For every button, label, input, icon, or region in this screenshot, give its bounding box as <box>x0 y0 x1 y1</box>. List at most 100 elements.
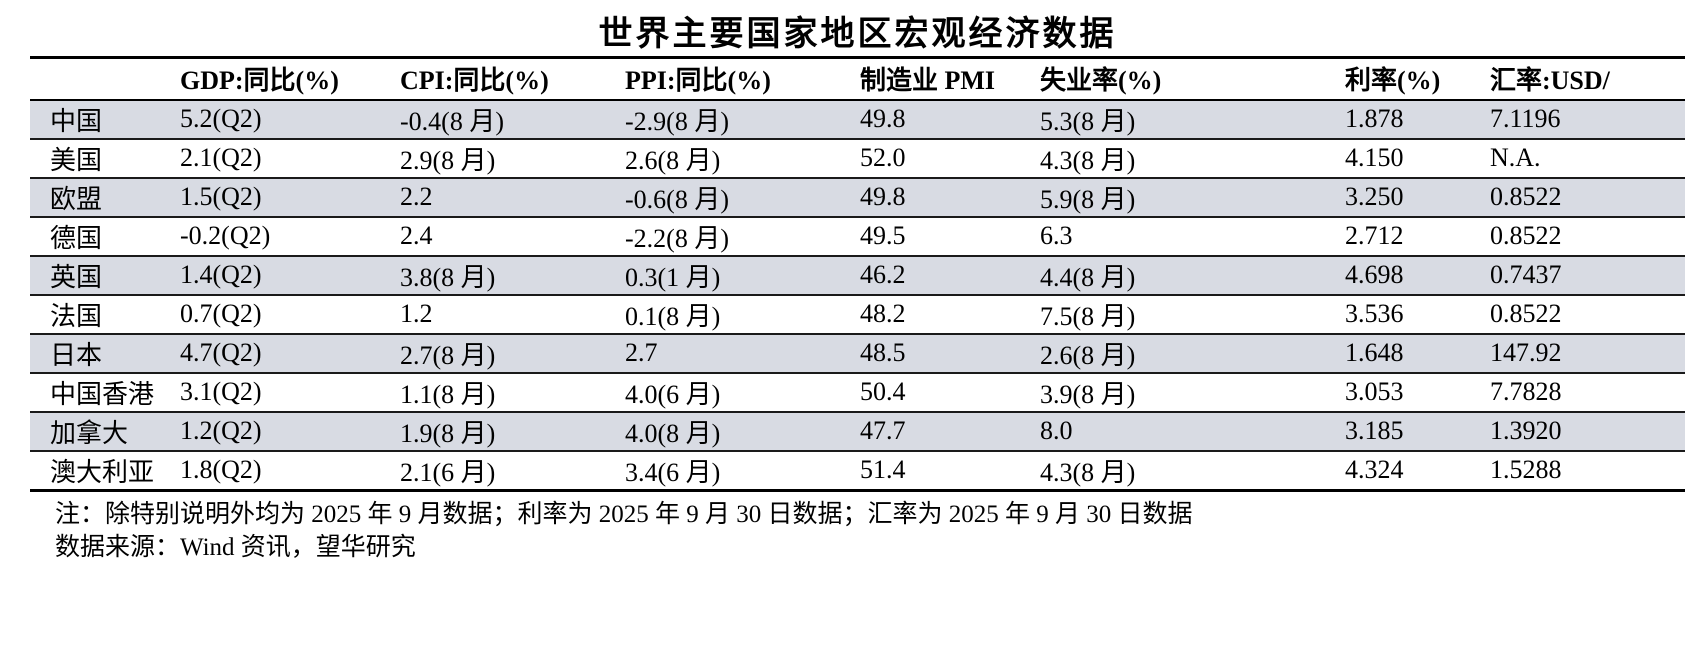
cell-ppi: 2.6(8 月) <box>625 145 721 175</box>
table-row: 法国 0.7(Q2) 1.2 0.1(8 月) 48.2 7.5(8 月) 3.536 0.8… <box>30 295 1685 334</box>
header-cell-cpi: CPI:同比(%) <box>400 66 549 96</box>
cell-region: 中国 <box>50 106 103 136</box>
cell-unemployment: 4.3(8 月) <box>1040 145 1136 175</box>
cell-ppi: 4.0(8 月) <box>625 418 721 448</box>
cell-gdp: 1.8(Q2) <box>180 455 262 484</box>
cell-unemployment: 3.9(8 月) <box>1040 379 1136 409</box>
header-cell-ppi: PPI:同比(%) <box>625 66 771 96</box>
cell-pmi: 48.2 <box>860 299 906 328</box>
header-cell-gdp: GDP:同比(%) <box>180 66 339 96</box>
cell-fx: 0.8522 <box>1490 182 1562 211</box>
cell-region: 欧盟 <box>50 184 103 214</box>
cell-region: 法国 <box>50 301 103 331</box>
cell-gdp: 1.4(Q2) <box>180 260 262 289</box>
cell-pmi: 49.8 <box>860 182 906 211</box>
header-cell-pmi: 制造业 PMI <box>860 66 996 96</box>
cell-gdp: 5.2(Q2) <box>180 104 262 133</box>
cell-cpi: 2.7(8 月) <box>400 340 496 370</box>
cell-pmi: 51.4 <box>860 455 906 484</box>
cell-rate: 2.712 <box>1345 221 1404 250</box>
cell-unemployment: 5.9(8 月) <box>1040 184 1136 214</box>
cell-pmi: 48.5 <box>860 338 906 367</box>
cell-cpi: -0.4(8 月) <box>400 106 504 136</box>
table-row: 日本 4.7(Q2) 2.7(8 月) 2.7 48.5 2.6(8 月) 1.648 147… <box>30 333 1685 373</box>
cell-rate: 4.698 <box>1345 260 1404 289</box>
table-row: 中国香港 3.1(Q2) 1.1(8 月) 4.0(6 月) 50.4 3.9(8 月) 3… <box>30 373 1685 412</box>
table-notes: 注：除特别说明外均为 2025 年 9 月数据；利率为 2025 年 9 月 3… <box>30 498 1705 564</box>
cell-rate: 3.250 <box>1345 182 1404 211</box>
cell-rate: 3.053 <box>1345 377 1404 406</box>
table-row: 中国 5.2(Q2) -0.4(8 月) -2.9(8 月) 49.8 5.3(8 月) 1… <box>30 99 1685 139</box>
header-cell-region <box>30 58 180 100</box>
cell-region: 加拿大 <box>50 418 129 448</box>
cell-unemployment: 2.6(8 月) <box>1040 340 1136 370</box>
cell-region: 英国 <box>50 262 103 292</box>
cell-rate: 4.150 <box>1345 143 1404 172</box>
table-body: 中国 5.2(Q2) -0.4(8 月) -2.9(8 月) 49.8 5.3(8 月) 1… <box>30 99 1685 490</box>
cell-ppi: -2.9(8 月) <box>625 106 729 136</box>
cell-region: 中国香港 <box>50 379 155 409</box>
cell-cpi: 1.1(8 月) <box>400 379 496 409</box>
cell-cpi: 1.2 <box>400 299 433 328</box>
header-cell-rate: 利率(%) <box>1345 66 1441 96</box>
table-row: 澳大利亚 1.8(Q2) 2.1(6 月) 3.4(6 月) 51.4 4.3(8 月) 4… <box>30 451 1685 490</box>
cell-ppi: 0.1(8 月) <box>625 301 721 331</box>
cell-ppi: 4.0(6 月) <box>625 379 721 409</box>
cell-ppi: -2.2(8 月) <box>625 223 729 253</box>
cell-gdp: 2.1(Q2) <box>180 143 262 172</box>
cell-cpi: 2.9(8 月) <box>400 145 496 175</box>
page-title: 世界主要国家地区宏观经济数据 <box>598 16 1117 53</box>
cell-ppi: 0.3(1 月) <box>625 262 721 292</box>
cell-gdp: -0.2(Q2) <box>180 221 271 250</box>
cell-pmi: 52.0 <box>860 143 906 172</box>
cell-unemployment: 8.0 <box>1040 416 1073 445</box>
cell-cpi: 2.4 <box>400 221 433 250</box>
cell-gdp: 0.7(Q2) <box>180 299 262 328</box>
table-header-row: GDP:同比(%) CPI:同比(%) PPI:同比(%) 制造业 PMI 失业… <box>30 58 1685 100</box>
cell-fx: 7.1196 <box>1490 104 1561 133</box>
cell-unemployment: 6.3 <box>1040 221 1073 250</box>
cell-cpi: 2.2 <box>400 182 433 211</box>
cell-rate: 3.185 <box>1345 416 1404 445</box>
cell-region: 美国 <box>50 145 103 175</box>
cell-fx: 1.3920 <box>1490 416 1562 445</box>
cell-region: 日本 <box>50 340 103 370</box>
cell-gdp: 3.1(Q2) <box>180 377 262 406</box>
table-row: 欧盟 1.5(Q2) 2.2 -0.6(8 月) 49.8 5.9(8 月) 3.250 0.… <box>30 177 1685 217</box>
cell-fx: 7.7828 <box>1490 377 1562 406</box>
cell-gdp: 4.7(Q2) <box>180 338 262 367</box>
cell-unemployment: 4.4(8 月) <box>1040 262 1136 292</box>
cell-region: 澳大利亚 <box>50 457 155 487</box>
cell-ppi: 2.7 <box>625 338 658 367</box>
table-row: 德国 -0.2(Q2) 2.4 -2.2(8 月) 49.5 6.3 2.712 0.8522 <box>30 217 1685 256</box>
cell-fx: 0.7437 <box>1490 260 1562 289</box>
cell-region: 德国 <box>50 223 103 253</box>
cell-fx: 0.8522 <box>1490 221 1562 250</box>
cell-rate: 4.324 <box>1345 455 1404 484</box>
cell-pmi: 47.7 <box>860 416 906 445</box>
cell-pmi: 50.4 <box>860 377 906 406</box>
cell-fx: N.A. <box>1490 143 1541 172</box>
cell-gdp: 1.2(Q2) <box>180 416 262 445</box>
cell-fx: 1.5288 <box>1490 455 1562 484</box>
header-cell-unemployment: 失业率(%) <box>1040 66 1162 96</box>
cell-unemployment: 4.3(8 月) <box>1040 457 1136 487</box>
cell-rate: 1.648 <box>1345 338 1404 367</box>
cell-rate: 3.536 <box>1345 299 1404 328</box>
cell-cpi: 3.8(8 月) <box>400 262 496 292</box>
table-row: 美国 2.1(Q2) 2.9(8 月) 2.6(8 月) 52.0 4.3(8 月) 4.1… <box>30 139 1685 178</box>
cell-cpi: 2.1(6 月) <box>400 457 496 487</box>
table-row: 英国 1.4(Q2) 3.8(8 月) 0.3(1 月) 46.2 4.4(8 月) 4.6… <box>30 255 1685 295</box>
cell-gdp: 1.5(Q2) <box>180 182 262 211</box>
table-row: 加拿大 1.2(Q2) 1.9(8 月) 4.0(8 月) 47.7 8.0 3.185 1.… <box>30 411 1685 451</box>
cell-pmi: 46.2 <box>860 260 906 289</box>
cell-pmi: 49.8 <box>860 104 906 133</box>
cell-cpi: 1.9(8 月) <box>400 418 496 448</box>
note-line-1: 注：除特别说明外均为 2025 年 9 月数据；利率为 2025 年 9 月 3… <box>55 500 1193 528</box>
macro-table: GDP:同比(%) CPI:同比(%) PPI:同比(%) 制造业 PMI 失业… <box>30 56 1685 492</box>
cell-ppi: 3.4(6 月) <box>625 457 721 487</box>
cell-pmi: 49.5 <box>860 221 906 250</box>
cell-fx: 0.8522 <box>1490 299 1562 328</box>
cell-unemployment: 7.5(8 月) <box>1040 301 1136 331</box>
